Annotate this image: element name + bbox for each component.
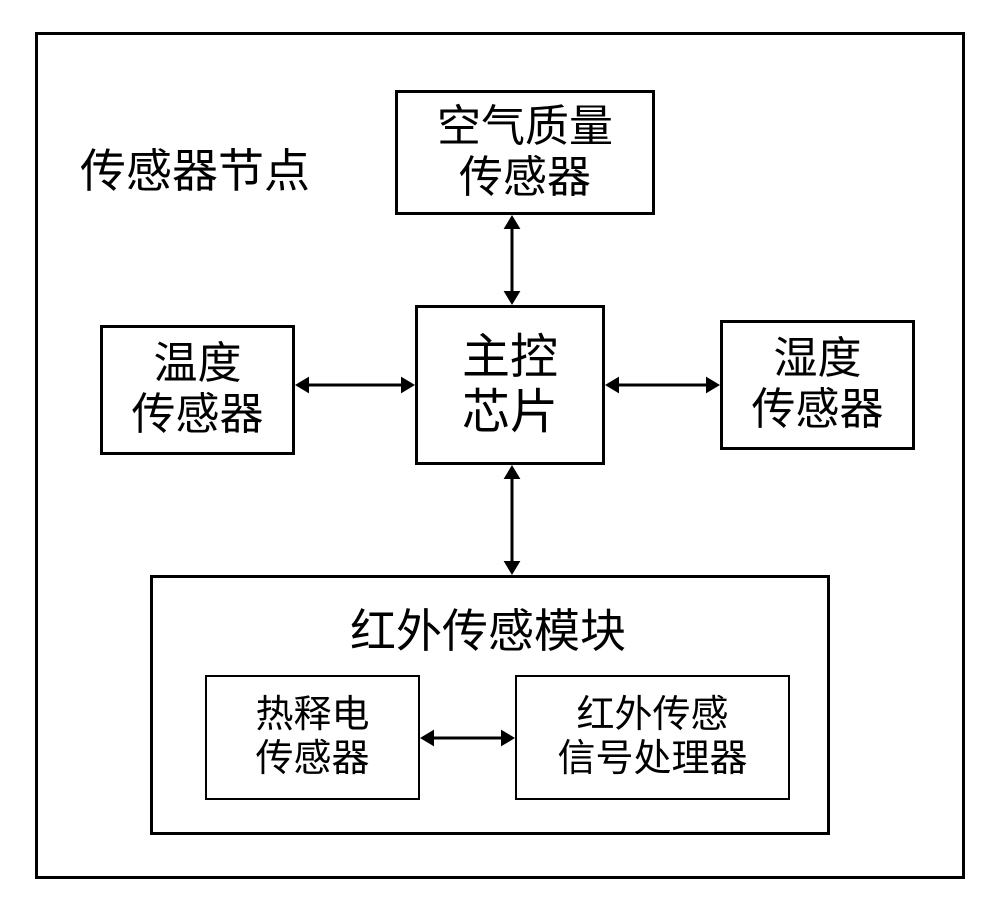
arrow-controller-to-humidity: [605, 377, 720, 394]
arrow-temp-to-controller: [295, 377, 415, 394]
arrow-controller-to-ir: [504, 465, 521, 575]
arrows-layer: [0, 0, 1000, 911]
arrow-pyro-to-processor: [420, 730, 515, 747]
arrow-air-to-controller: [504, 215, 521, 305]
